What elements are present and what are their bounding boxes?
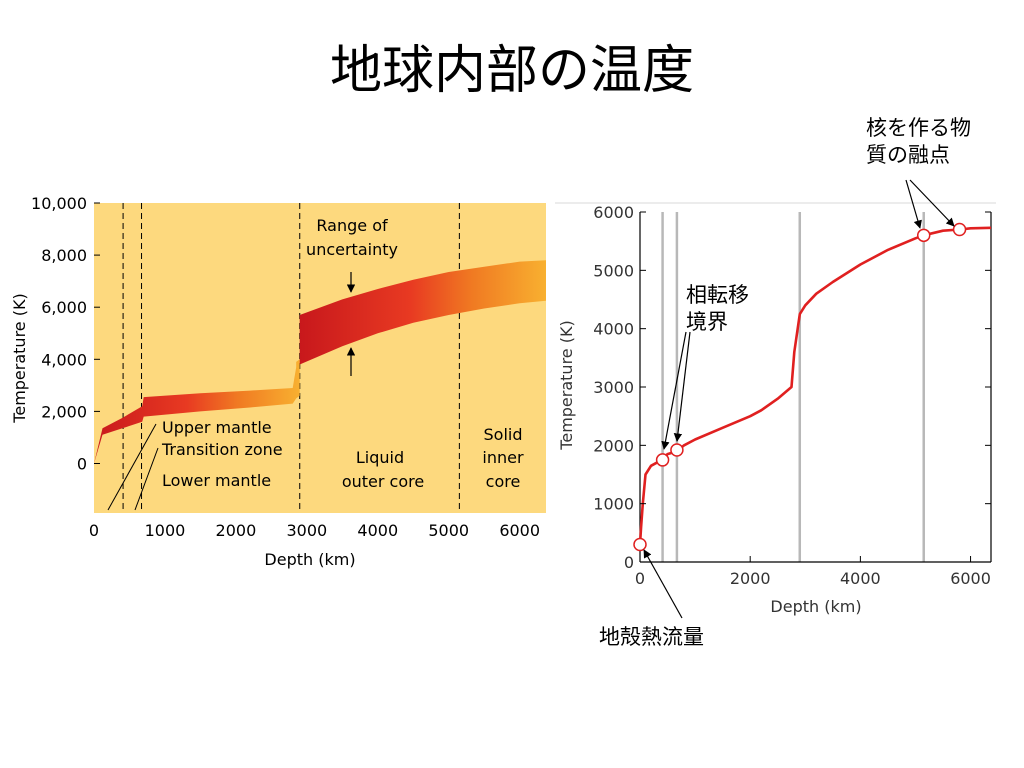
right-y-tick-label: 1000	[593, 495, 634, 514]
right-y-tick-label: 6000	[593, 203, 634, 222]
left-x-axis-label: Depth (km)	[264, 550, 355, 569]
right-y-tick-label: 3000	[593, 378, 634, 397]
melting-pointer-1	[905, 179, 922, 229]
left-y-tick-label: 10,000	[31, 194, 87, 213]
right-x-tick-label: 2000	[730, 569, 771, 588]
curve-marker	[655, 453, 670, 467]
curve-markers	[633, 222, 967, 552]
right-y-tick-label: 5000	[593, 261, 634, 280]
crust-heat-flow-label: 地殻熱流量	[599, 625, 704, 649]
phase-boundary-line2: 境界	[686, 310, 728, 334]
core-melting-line2: 質の融点	[866, 143, 950, 167]
phase-pointer-2	[673, 331, 691, 442]
transition-zone-pointer	[134, 447, 159, 511]
range-label-line2: uncertainty	[306, 240, 398, 259]
left-x-ticks: 0 1000 2000 3000 4000 5000 6000	[89, 521, 540, 540]
heat-flow-pointer	[643, 549, 683, 619]
right-layer-lines	[661, 212, 925, 562]
left-x-tick-label: 4000	[357, 521, 398, 540]
right-x-tick-label: 0	[635, 569, 645, 588]
lower-mantle-label: Lower mantle	[162, 471, 271, 490]
temperature-curve	[638, 226, 992, 545]
left-x-tick-label: 5000	[428, 521, 469, 540]
curve-marker	[633, 537, 647, 552]
liquid-label-line1: Liquid	[356, 448, 404, 467]
melting-pointer-2	[909, 179, 955, 227]
right-y-tick-label: 2000	[593, 436, 634, 455]
right-x-tick-label: 4000	[840, 569, 881, 588]
left-x-tick-label: 3000	[286, 521, 327, 540]
left-x-tick-label: 2000	[216, 521, 257, 540]
left-y-tick-label: 4,000	[41, 350, 87, 369]
left-y-tick-label: 0	[77, 455, 87, 474]
left-temperature-chart: Range of uncertainty Upper mantle Transi…	[10, 194, 546, 569]
left-y-ticks: 0 2,000 4,000 6,000 8,000 10,000	[31, 194, 100, 474]
transition-zone-label: Transition zone	[161, 440, 283, 459]
liquid-label-line2: outer core	[342, 472, 424, 491]
right-y-ticks: 0 1000 2000 3000 4000 5000 6000	[593, 203, 991, 572]
upper-mantle-label: Upper mantle	[162, 418, 272, 437]
core-melting-line1: 核を作る物	[866, 116, 971, 140]
right-x-tick-label: 6000	[950, 569, 991, 588]
upper-mantle-pointer	[107, 423, 157, 511]
left-x-tick-label: 0	[89, 521, 99, 540]
phase-pointer-1	[661, 331, 687, 450]
right-temperature-chart: 0 2000 4000 6000 0100020003000400050006000 …	[555, 179, 996, 619]
core-temperature-band	[299, 260, 546, 365]
curve-marker	[670, 443, 684, 457]
left-plot-background	[94, 203, 546, 513]
right-x-axis-label: Depth (km)	[770, 597, 861, 616]
right-x-ticks: 0 2000 4000 6000	[635, 556, 991, 588]
solid-label-line2: inner	[482, 448, 524, 467]
slide-title: 地球内部の温度	[329, 41, 694, 101]
phase-boundary-line1: 相転移	[686, 283, 749, 307]
right-y-tick-label: 4000	[593, 320, 634, 339]
range-label-line1: Range of	[316, 216, 388, 235]
right-y-tick-label: 0	[624, 553, 634, 572]
left-y-tick-label: 2,000	[41, 402, 87, 421]
curve-marker	[952, 222, 967, 237]
solid-label-line1: Solid	[484, 425, 523, 444]
curve-marker	[916, 228, 931, 243]
left-x-tick-label: 1000	[145, 521, 186, 540]
mantle-temperature-band	[94, 359, 300, 464]
left-y-axis-label: Temperature (K)	[10, 293, 29, 423]
left-y-tick-label: 8,000	[41, 246, 87, 265]
solid-label-line3: core	[486, 472, 521, 491]
right-y-axis-label: Temperature (K)	[557, 320, 576, 450]
left-y-tick-label: 6,000	[41, 298, 87, 317]
left-x-tick-label: 6000	[499, 521, 540, 540]
